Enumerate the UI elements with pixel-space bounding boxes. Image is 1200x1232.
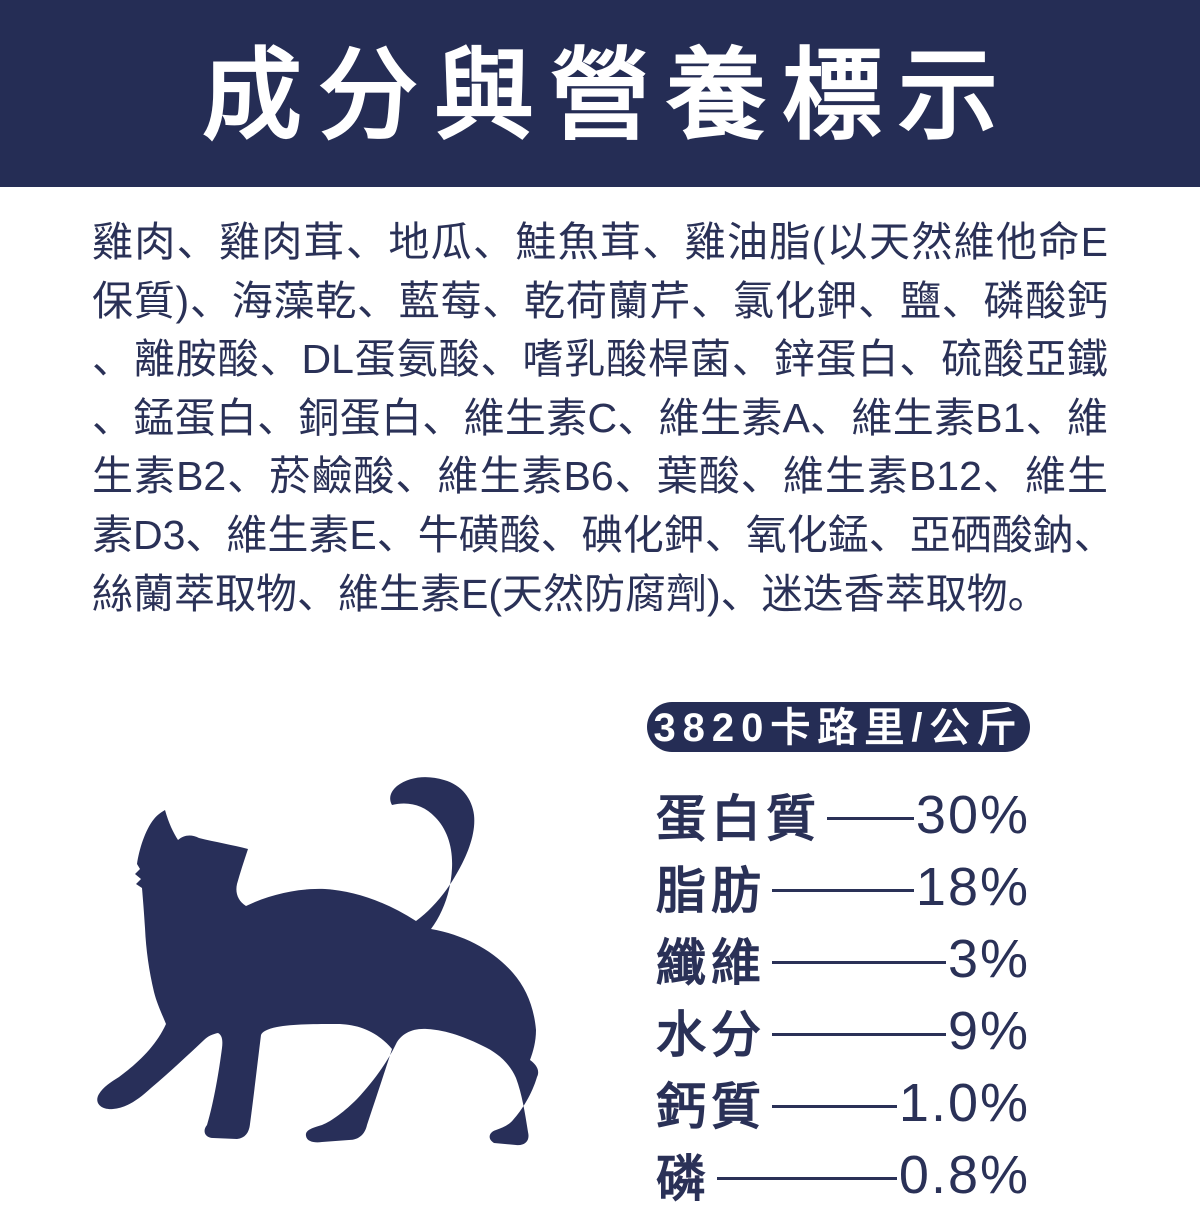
- nutrition-value: 9%: [947, 1001, 1030, 1061]
- leader-line: [772, 888, 914, 892]
- page-title: 成分與營養標示: [202, 40, 1014, 152]
- leader-line: [772, 1032, 946, 1036]
- ingredients-line: 、錳蛋白、銅蛋白、維生素C、維生素A、維生素B1、維: [92, 394, 1108, 441]
- ingredients-line: 生素B2、菸鹼酸、維生素B6、葉酸、維生素B12、維生: [92, 453, 1108, 500]
- ingredients-paragraph: 雞肉、雞肉茸、地瓜、鮭魚茸、雞油脂(以天然維他命E 保質)、海藻乾、藍莓、乾荷蘭…: [92, 213, 1115, 623]
- leader-line: [717, 1176, 897, 1180]
- leader-line: [772, 1104, 897, 1108]
- nutrition-row: 磷 0.8%: [656, 1139, 1030, 1211]
- nutrition-row: 脂肪 18%: [656, 851, 1030, 923]
- ingredients-line: 素D3、維生素E、牛磺酸、碘化鉀、氧化錳、亞硒酸鈉、: [92, 511, 1115, 558]
- leader-line: [827, 816, 914, 820]
- nutrition-row: 纖維 3%: [656, 923, 1030, 995]
- nutrition-label: 脂肪: [656, 863, 766, 919]
- nutrition-label: 纖維: [656, 935, 766, 991]
- nutrition-value: 18%: [915, 857, 1030, 917]
- nutrition-value: 0.8%: [898, 1145, 1030, 1205]
- nutrition-label: 蛋白質: [656, 791, 821, 847]
- cat-silhouette-path: [97, 777, 539, 1146]
- nutrition-label: 磷: [656, 1151, 711, 1207]
- nutrition-row: 鈣質 1.0%: [656, 1067, 1030, 1139]
- cat-silhouette-icon: [97, 777, 539, 1146]
- calories-badge: 3820卡路里/公斤: [647, 702, 1030, 752]
- ingredients-line: 保質)、海藻乾、藍莓、乾荷蘭芹、氯化鉀、鹽、磷酸鈣: [92, 277, 1108, 324]
- ingredients-line: 絲蘭萃取物、維生素E(天然防腐劑)、迷迭香萃取物。: [92, 570, 1049, 617]
- nutrition-label: 鈣質: [656, 1079, 766, 1135]
- nutrition-value: 1.0%: [898, 1073, 1030, 1133]
- ingredients-line: 、離胺酸、DL蛋氨酸、嗜乳酸桿菌、鋅蛋白、硫酸亞鐵: [92, 336, 1108, 383]
- nutrition-row: 水分 9%: [656, 995, 1030, 1067]
- header-banner: 成分與營養標示: [0, 0, 1200, 187]
- nutrition-value: 30%: [915, 785, 1030, 845]
- nutrition-row: 蛋白質 30%: [656, 779, 1030, 851]
- ingredients-line: 雞肉、雞肉茸、地瓜、鮭魚茸、雞油脂(以天然維他命E: [92, 219, 1108, 265]
- nutrition-label: 水分: [656, 1007, 766, 1063]
- nutrition-value: 3%: [947, 929, 1030, 989]
- leader-line: [772, 960, 946, 964]
- nutrition-table: 蛋白質 30% 脂肪 18% 纖維 3% 水分 9% 鈣質 1.0% 磷 0.8…: [656, 779, 1030, 1211]
